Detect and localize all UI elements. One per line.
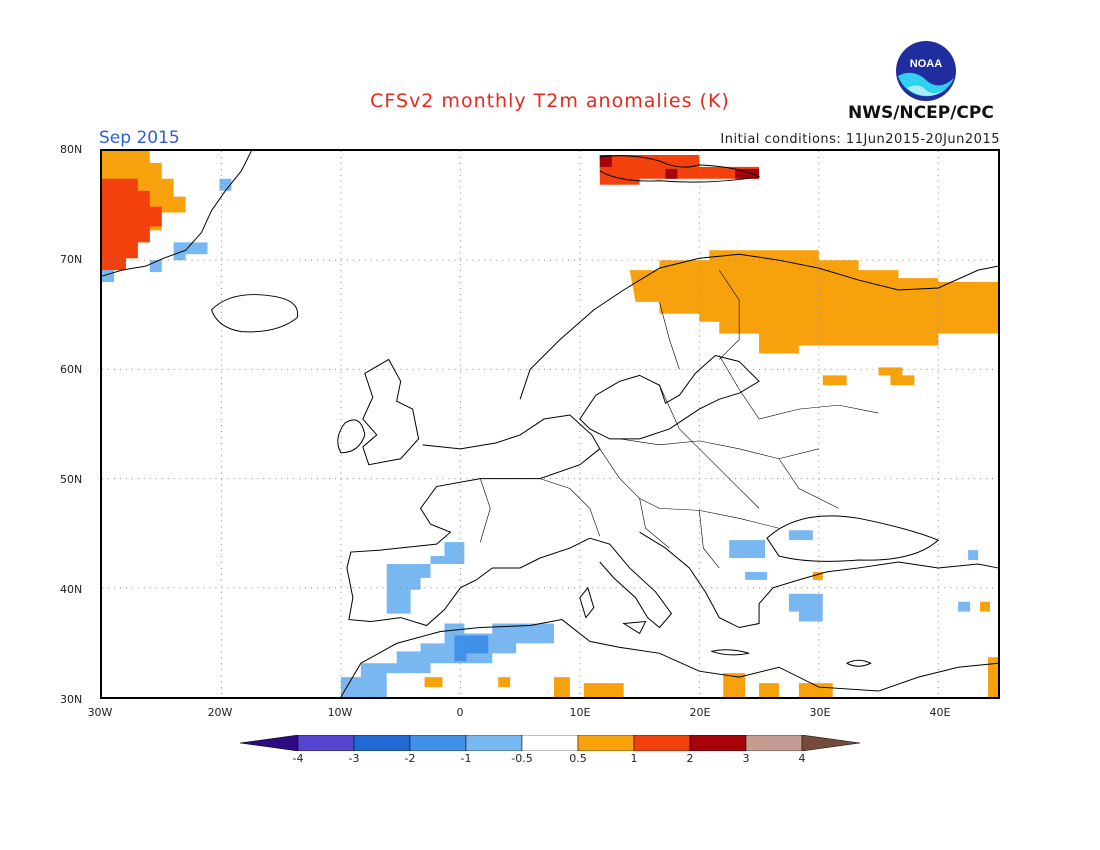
colorbar-label: -3: [348, 752, 360, 765]
europe-atlantic-coast: [346, 414, 601, 627]
valid-month-label: Sep 2015: [99, 128, 180, 148]
north-africa-cool-anomaly: [340, 623, 554, 697]
lon-label-20w: 20W: [207, 706, 233, 719]
colorbar-bin-4: [465, 735, 523, 751]
country-borders: [480, 269, 879, 569]
greenland-strong-warm-anomaly: [102, 178, 162, 271]
colorbar-label: 4: [798, 752, 806, 765]
noaa-logo: NOAA: [896, 41, 956, 101]
lon-label-0: 0: [456, 706, 464, 719]
lon-label-40e: 40E: [929, 706, 951, 719]
graticule: [102, 151, 998, 697]
north-russia-warm-anomaly: [629, 250, 998, 354]
lat-label-70n: 70N: [60, 253, 83, 266]
colorbar-label: -1: [460, 752, 472, 765]
colorbar-label: -0.5: [511, 752, 533, 765]
chart-title: CFSv2 monthly T2m anomalies (K): [370, 90, 730, 112]
coastlines: [102, 151, 998, 697]
initial-conditions-label: Initial conditions: 11Jun2015-20Jun2015: [720, 132, 1000, 147]
anomaly-map: [100, 149, 1000, 699]
balkans-coast: [639, 531, 998, 629]
cyprus-coast: [846, 659, 872, 667]
sardinia-coast: [579, 586, 595, 619]
colorbar-bin-5: [521, 735, 579, 751]
colorbar-label: -2: [404, 752, 416, 765]
lat-label-40n: 40N: [60, 583, 83, 596]
colorbar-bin-3: [409, 735, 467, 751]
colorbar-label: 0.5: [569, 752, 587, 765]
svalbard-warm-anomaly: [599, 154, 760, 185]
colorbar-label: 2: [686, 752, 694, 765]
britain-coast: [362, 358, 420, 466]
ireland-coast: [337, 419, 366, 454]
colorbar-bin-9: [745, 735, 803, 751]
balkans-cool-anomaly: [729, 530, 979, 622]
baltic-coast: [579, 354, 760, 440]
lon-label-10w: 10W: [327, 706, 353, 719]
anomaly-patches: [102, 151, 998, 697]
black-sea-coast: [766, 515, 940, 562]
lon-label-30w: 30W: [87, 706, 113, 719]
colorbar-low-arrow: [240, 735, 299, 751]
lon-label-20e: 20E: [689, 706, 711, 719]
colorbar-label: -4: [292, 752, 304, 765]
svalbard-coast: [599, 155, 761, 183]
lat-label-50n: 50N: [60, 473, 83, 486]
colorbar-bin-8: [689, 735, 747, 751]
lat-label-30n: 30N: [60, 693, 83, 706]
greenland-coast: [102, 151, 252, 277]
sicily-coast: [622, 620, 647, 635]
scandinavia-coast: [519, 253, 998, 400]
colorbar-label: 1: [630, 752, 638, 765]
lat-label-80n: 80N: [60, 143, 83, 156]
italy-coast: [589, 537, 673, 629]
colorbar-label: 3: [742, 752, 750, 765]
lon-label-30e: 30E: [809, 706, 831, 719]
agency-label: NWS/NCEP/CPC: [848, 103, 994, 123]
colorbar-high-arrow: [801, 735, 860, 751]
colorbar-bin-1: [297, 735, 355, 751]
svalbard-strong-warm-anomaly: [599, 154, 760, 179]
iceland-coast: [210, 294, 299, 333]
colorbar: [240, 735, 860, 751]
lat-label-60n: 60N: [60, 363, 83, 376]
africa-coast: [340, 619, 998, 697]
colorbar-bin-7: [633, 735, 691, 751]
colorbar-bin-2: [353, 735, 411, 751]
colorbar-bin-6: [577, 735, 635, 751]
north-africa-moderate-cool: [454, 635, 489, 662]
crete-coast: [711, 649, 750, 656]
logo-text: NOAA: [910, 58, 942, 70]
iberia-cool-anomaly: [386, 542, 465, 614]
ural-warm-anomaly: [822, 367, 915, 386]
lon-label-10e: 10E: [569, 706, 591, 719]
